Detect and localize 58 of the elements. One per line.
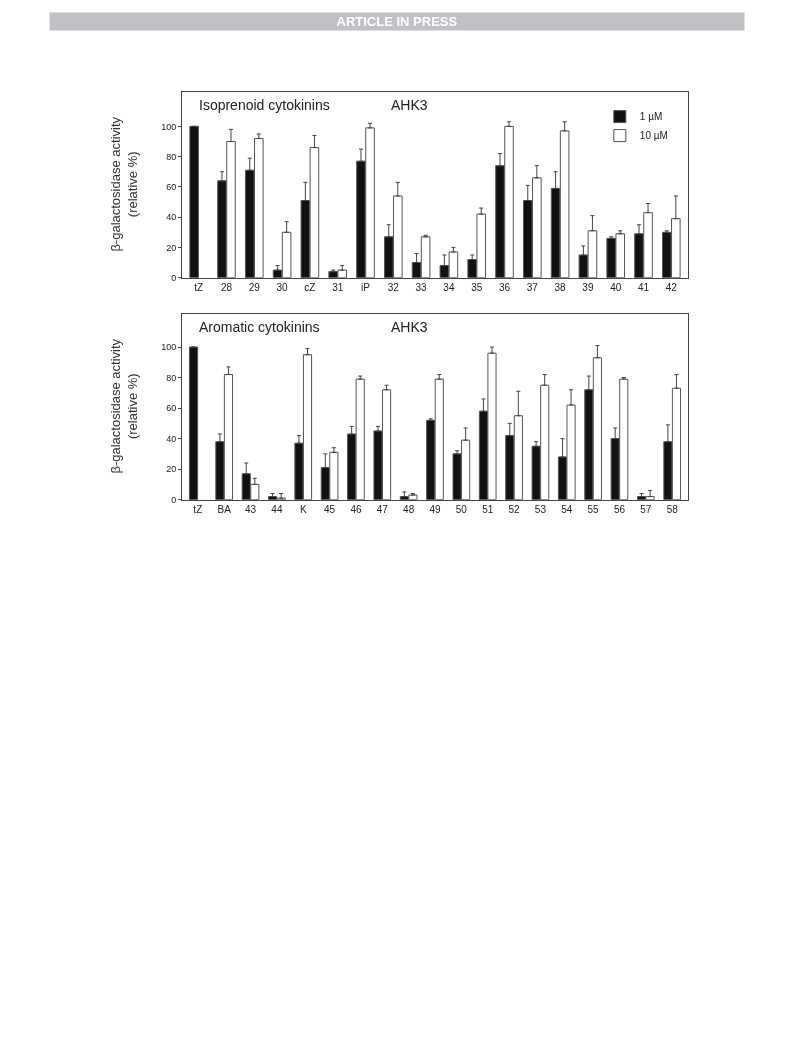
x-tick-label: 28: [220, 281, 233, 293]
chart-title: Isoprenoid cytokinins: [199, 97, 330, 113]
y-tick-label: 40: [166, 433, 177, 444]
text: ARTICLE IN PRESS: [336, 14, 458, 29]
x-tick-label: 44: [271, 503, 283, 515]
x-tick-label: 37: [526, 281, 539, 293]
x-tick-label: 32: [387, 281, 400, 293]
x-tick-label: 29: [248, 281, 261, 293]
x-tick-label: 46: [350, 503, 362, 515]
x-tick-label: BA: [217, 503, 232, 515]
y-axis-title: β-galactosidase activity (relative %): [108, 338, 141, 474]
y-tick-label: 20: [166, 464, 177, 475]
y-tick-label: 0: [171, 494, 177, 505]
x-tick-label: iP: [361, 281, 371, 293]
y-tick-label: 60: [166, 182, 177, 193]
y-tick-label: 20: [166, 242, 177, 253]
y-tick-label: 40: [166, 212, 177, 223]
x-tick-label: 52: [508, 503, 521, 515]
x-tick-label: 55: [587, 503, 600, 515]
x-tick-label: 48: [403, 503, 415, 515]
x-tick-label: 53: [534, 503, 547, 515]
x-tick-label: tZ: [193, 503, 203, 515]
y-tick-label: 100: [161, 121, 177, 132]
y-tick-label: 0: [171, 272, 177, 283]
y-tick-label: 80: [166, 372, 177, 383]
x-tick-label: 41: [637, 281, 650, 293]
legend-label: 1 µM: [639, 111, 663, 123]
y-tick-label: 60: [166, 403, 177, 414]
x-tick-label: 57: [640, 503, 652, 515]
x-tick-label: 35: [471, 281, 483, 293]
x-tick-label: 51: [482, 503, 494, 515]
x-tick-label: tZ: [194, 281, 204, 293]
x-tick-label: 54: [561, 503, 573, 515]
x-tick-label: 56: [613, 503, 626, 515]
chart-subtitle: AHK3: [391, 319, 428, 335]
chart-subtitle: AHK3: [391, 97, 428, 113]
x-tick-label: cZ: [304, 281, 316, 293]
x-tick-label: K: [299, 503, 307, 515]
x-tick-label: 33: [415, 281, 428, 293]
x-tick-label: 50: [455, 503, 468, 515]
x-tick-label: 58: [666, 503, 679, 515]
x-tick-label: 36: [498, 281, 511, 293]
y-tick-label: 80: [166, 151, 177, 162]
x-tick-label: 30: [276, 281, 289, 293]
chart-title: Aromatic cytokinins: [199, 319, 320, 335]
y-tick-label: 100: [161, 342, 177, 353]
x-tick-label: 47: [376, 503, 389, 515]
y-axis-title: β-galactosidase activity (relative %): [108, 116, 141, 252]
x-tick-label: 45: [324, 503, 336, 515]
x-tick-label: 31: [332, 281, 344, 293]
x-tick-label: 43: [244, 503, 257, 515]
x-tick-label: 38: [554, 281, 567, 293]
x-tick-label: 34: [443, 281, 455, 293]
x-tick-label: 49: [429, 503, 441, 515]
x-tick-label: 40: [610, 281, 622, 293]
x-tick-label: 42: [665, 281, 678, 293]
legend-label: 10 µM: [639, 130, 668, 142]
x-tick-label: 39: [582, 281, 594, 293]
